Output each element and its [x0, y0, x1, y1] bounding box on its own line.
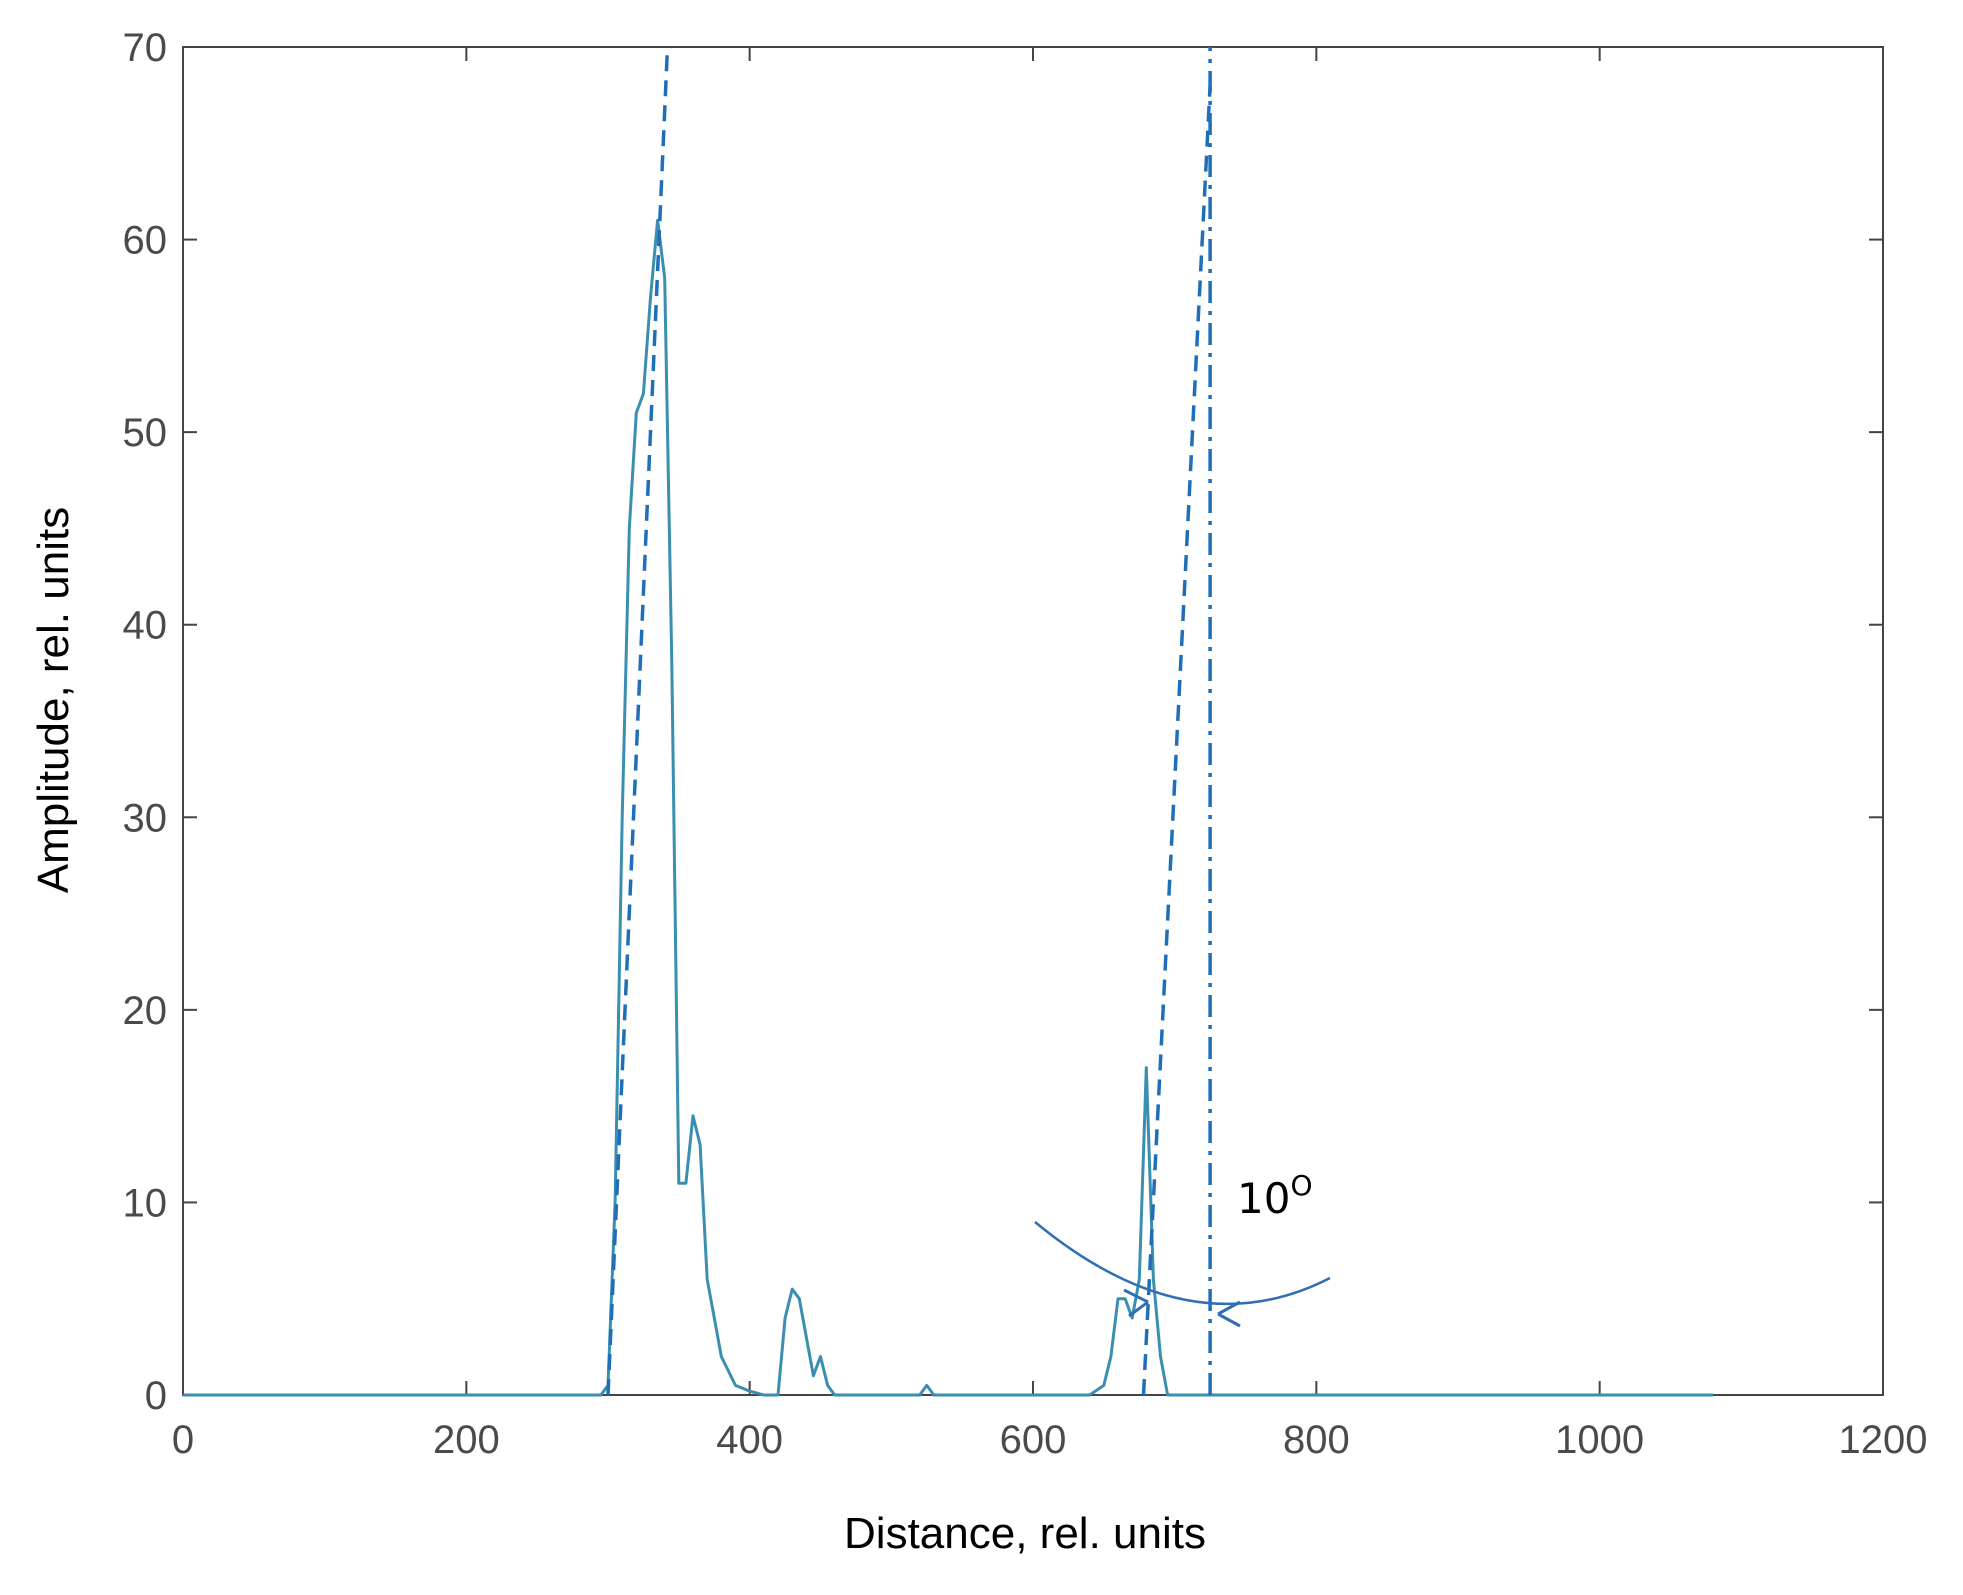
x-tick-label: 1200 — [1839, 1418, 1928, 1462]
y-tick-label: 60 — [123, 219, 168, 263]
x-tick-label: 400 — [716, 1418, 783, 1462]
angle-arc — [1034, 1221, 1331, 1306]
x-tick-label: 800 — [1283, 1418, 1350, 1462]
y-tick-label: 70 — [123, 26, 168, 70]
x-tick-label: 600 — [1000, 1418, 1067, 1462]
angle-arrow-right-head — [1217, 1300, 1241, 1328]
x-tick-label: 200 — [433, 1418, 500, 1462]
series-layer — [183, 46, 1713, 1397]
angle-annotation: 10O — [1034, 1169, 1331, 1328]
x-tick-label: 1000 — [1555, 1418, 1644, 1462]
amplitude-series-line — [183, 218, 1713, 1397]
y-tick-label: 20 — [123, 989, 168, 1033]
y-tick-label: 10 — [123, 1181, 168, 1225]
angle-arrow-left-head — [1123, 1288, 1149, 1318]
x-tick-labels: 0 200 400 600 800 1000 1200 — [172, 1418, 1928, 1462]
angle-label-value: 10 — [1237, 1174, 1290, 1223]
y-tick-label: 40 — [123, 604, 168, 648]
y-tick-label: 0 — [145, 1374, 167, 1418]
angle-label: 10O — [1237, 1169, 1313, 1223]
y-axis-title: Amplitude, rel. units — [29, 507, 78, 893]
y-tick-labels: 0 10 20 30 40 50 60 70 — [123, 26, 168, 1418]
x-axis-title: Distance, rel. units — [844, 1509, 1206, 1558]
dashed-slope-line — [1141, 85, 1212, 1396]
angle-label-degree: O — [1290, 1169, 1312, 1202]
y-tick-label: 30 — [123, 796, 168, 840]
y-tick-label: 50 — [123, 411, 168, 455]
x-tick-label: 0 — [172, 1418, 194, 1462]
axis-ticks — [182, 46, 1884, 1396]
